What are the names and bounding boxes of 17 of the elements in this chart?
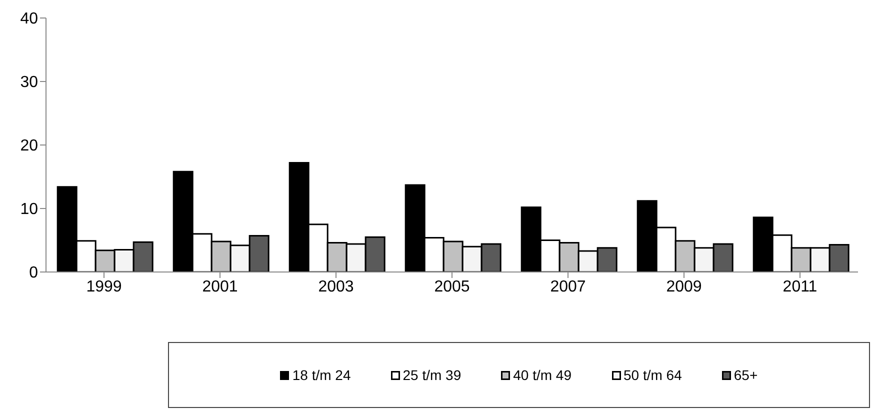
x-tick-label: 2011 <box>782 278 818 296</box>
x-tick-label: 2005 <box>434 278 470 296</box>
x-tick-label: 2007 <box>550 278 586 296</box>
x-tick-label: 1999 <box>86 278 122 296</box>
legend-label: 18 t/m 24 <box>291 367 351 383</box>
y-tick-label: 10 <box>20 201 38 218</box>
y-tick-label: 30 <box>20 74 38 92</box>
x-tick-label: 2001 <box>202 278 238 296</box>
x-tick-label: 2003 <box>318 278 354 296</box>
legend-label: 40 t/m 49 <box>512 367 572 383</box>
legend-label: 65+ <box>732 367 758 383</box>
y-tick-label: 20 <box>20 138 38 155</box>
y-tick-label: 40 <box>20 10 38 28</box>
x-tick-label: 2009 <box>666 278 702 296</box>
legend-label: 50 t/m 64 <box>622 367 682 383</box>
legend-label: 25 t/m 39 <box>402 367 462 383</box>
y-tick-label: 0 <box>29 264 38 282</box>
